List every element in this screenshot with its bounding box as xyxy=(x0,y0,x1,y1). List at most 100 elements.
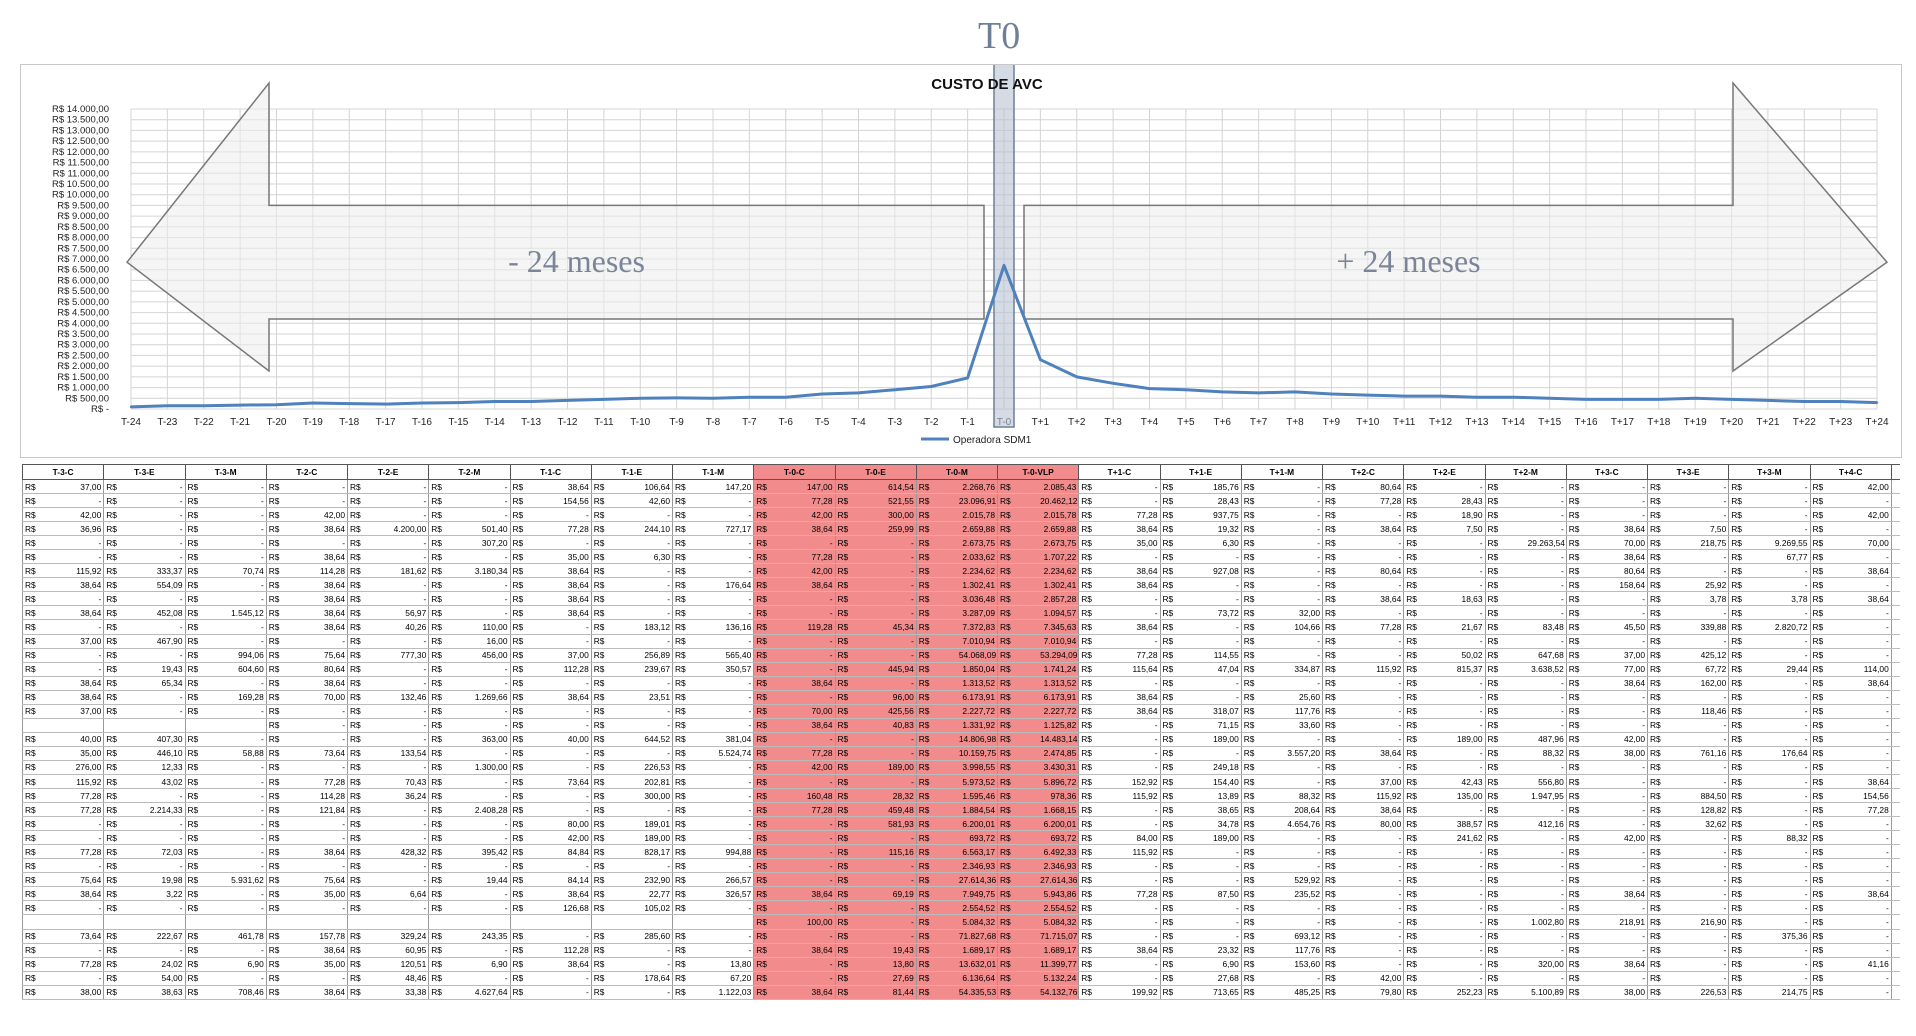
currency-cell: R$ xyxy=(1647,493,1689,509)
currency-cell: R$ xyxy=(1647,844,1689,860)
currency-cell: R$ xyxy=(916,634,957,649)
value-cell: 6.200,01 xyxy=(1038,816,1080,832)
currency-cell: R$ xyxy=(1566,535,1607,551)
currency-cell: R$ xyxy=(672,886,714,902)
currency-cell: R$ xyxy=(103,872,145,888)
value-cell: - xyxy=(1119,816,1161,832)
value-cell: 70,43 xyxy=(388,774,430,790)
currency-cell: R$ xyxy=(1403,914,1445,930)
currency-cell: R$ xyxy=(1403,760,1445,775)
currency-cell: R$ xyxy=(266,591,307,607)
currency-cell: R$ xyxy=(1078,788,1120,804)
currency-cell xyxy=(1891,591,1900,607)
currency-cell: R$ xyxy=(753,830,795,846)
value-cell: - xyxy=(1525,844,1567,860)
value-cell: - xyxy=(713,493,755,509)
value-cell: 6,30 xyxy=(1200,535,1242,551)
value-cell: - xyxy=(225,479,267,495)
currency-cell: R$ xyxy=(916,844,957,860)
value-cell: - xyxy=(388,549,430,565)
value-cell: 38,64 xyxy=(306,577,348,593)
value-cell: 13.632,01 xyxy=(956,957,998,972)
value-cell: 27.614,36 xyxy=(956,872,998,888)
currency-cell: R$ xyxy=(753,577,795,593)
value-cell: 235,52 xyxy=(1281,886,1323,902)
currency-cell: R$ xyxy=(22,549,64,565)
value-cell: - xyxy=(225,507,267,523)
currency-cell: R$ xyxy=(1403,507,1445,523)
value-cell: - xyxy=(1444,479,1486,495)
value-cell: 38,64 xyxy=(63,605,105,621)
value-cell: 40,26 xyxy=(388,619,430,635)
value-cell: 252,23 xyxy=(1444,985,1486,1000)
value-cell: - xyxy=(1281,507,1323,523)
column-header: T-3-E xyxy=(103,464,186,480)
value-cell: 6.173,91 xyxy=(1038,690,1080,705)
value-cell: 37,00 xyxy=(63,479,105,495)
value-cell: 644,52 xyxy=(631,732,673,747)
value-cell xyxy=(550,914,592,930)
currency-cell: R$ xyxy=(1241,943,1282,958)
currency-cell: R$ xyxy=(753,732,795,747)
currency-cell: R$ xyxy=(1485,858,1526,874)
x-tick-label: T-20 xyxy=(266,417,286,428)
value-cell: - xyxy=(469,718,511,733)
currency-cell: R$ xyxy=(1403,816,1445,832)
value-cell: - xyxy=(713,704,755,719)
currency-cell: R$ xyxy=(591,816,632,832)
currency-cell: R$ xyxy=(428,577,470,593)
currency-cell: R$ xyxy=(753,479,795,495)
currency-cell: R$ xyxy=(916,858,957,874)
data-point xyxy=(639,397,642,400)
table-row: R$ - R$ - R$ - R$ 38,64 R$ - R$ - R$ 38,64 R$ - R$ - R$ - R$… xyxy=(22,591,1900,607)
currency-cell: R$ xyxy=(510,648,551,663)
currency-cell: R$ xyxy=(103,788,145,804)
currency-cell: R$ xyxy=(916,718,957,733)
value-cell: - xyxy=(875,746,917,761)
value-cell: - xyxy=(1769,718,1811,733)
x-tick-label: T-21 xyxy=(230,417,250,428)
value-cell: 77,28 xyxy=(63,844,105,860)
value-cell: - xyxy=(1769,521,1811,537)
x-tick-label: T-6 xyxy=(779,417,794,428)
value-cell: - xyxy=(144,648,186,663)
currency-cell: R$ xyxy=(347,718,389,733)
currency-cell: R$ xyxy=(753,886,795,902)
value-cell: - xyxy=(469,788,511,804)
currency-cell: R$ xyxy=(103,900,145,916)
currency-cell: R$ xyxy=(1566,662,1607,677)
right-span-arrow xyxy=(1023,80,1889,373)
value-cell: 2.015,78 xyxy=(1038,507,1080,523)
x-tick-label: T+21 xyxy=(1756,417,1780,428)
value-cell: - xyxy=(1769,690,1811,705)
value-cell: - xyxy=(1688,732,1730,747)
x-tick-label: T+15 xyxy=(1538,417,1562,428)
currency-cell: R$ xyxy=(347,774,389,790)
value-cell: 189,01 xyxy=(631,816,673,832)
currency-cell: R$ xyxy=(1485,872,1526,888)
currency-cell: R$ xyxy=(1810,577,1851,593)
y-tick-label: R$ 4.000,00 xyxy=(57,318,109,329)
value-cell: 38,64 xyxy=(1606,549,1648,565)
currency-cell: R$ xyxy=(753,788,795,804)
value-cell: - xyxy=(388,704,430,719)
currency-cell: R$ xyxy=(1241,648,1282,663)
value-cell: - xyxy=(794,732,836,747)
value-cell: 13,89 xyxy=(1200,788,1242,804)
table-row: R$ 38,00 R$ 38,63 R$ 708,46 R$ 38,64 R$ 33,38 R$ 4.… xyxy=(22,985,1900,1000)
currency-cell: R$ xyxy=(916,816,957,832)
value-cell: - xyxy=(1769,844,1811,860)
value-cell: 38,64 xyxy=(306,549,348,565)
value-cell: - xyxy=(1281,648,1323,663)
value-cell: 1.947,95 xyxy=(1525,788,1567,804)
currency-cell: R$ xyxy=(1322,535,1364,551)
value-cell: 276,00 xyxy=(63,760,105,775)
value-cell: - xyxy=(1444,718,1486,733)
value-cell: 176,64 xyxy=(1769,746,1811,761)
data-point xyxy=(348,402,351,405)
value-cell: 42,60 xyxy=(631,493,673,509)
currency-cell xyxy=(22,914,64,930)
value-cell: 38,64 xyxy=(306,943,348,958)
value-cell: 994,06 xyxy=(225,648,267,663)
